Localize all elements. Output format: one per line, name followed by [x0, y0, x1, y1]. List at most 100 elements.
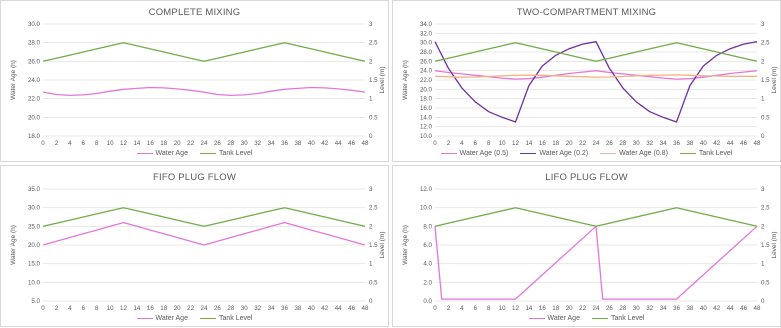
- x-tick-label: 20: [566, 305, 573, 312]
- legend-item: Tank Level: [199, 315, 252, 322]
- x-tick-label: 46: [740, 305, 747, 312]
- y-tick-label: 14.0: [420, 114, 433, 121]
- chart-legend: Water Age (0.5) Water Age (0.2) Water Age …: [393, 150, 780, 157]
- y-tick-label: 12.0: [420, 124, 433, 131]
- y-tick-label: 18.0: [420, 96, 433, 103]
- chart-panel-two-compartment-mixing: TWO-COMPARTMENT MIXING 10.0 12.0 14.0 16.0 18…: [392, 0, 781, 162]
- x-tick-label: 30: [633, 305, 640, 312]
- x-tick-label: 34: [660, 305, 667, 312]
- y2-tick-label: 1: [369, 261, 373, 268]
- x-tick-label: 12: [512, 305, 519, 312]
- x-tick-label: 44: [335, 305, 342, 312]
- x-tick-label: 26: [214, 305, 221, 312]
- legend-label: Water Age (0.2): [539, 150, 589, 157]
- y-tick-label: 10.0: [420, 205, 433, 212]
- y-tick-label: 0.0: [423, 298, 432, 305]
- x-tick-label: 40: [308, 140, 315, 147]
- y-axis-label: Water Age (h): [402, 60, 409, 100]
- legend-label: Water Age (0.5): [459, 150, 509, 157]
- y-tick-label: 22.0: [420, 77, 433, 84]
- x-tick-label: 0: [433, 305, 437, 312]
- y2-tick-label: 1: [761, 96, 765, 103]
- y-tick-label: 20.0: [28, 114, 41, 121]
- x-tick-label: 8: [95, 140, 99, 147]
- legend-item: Tank Level: [591, 315, 644, 322]
- x-tick-label: 6: [82, 305, 86, 312]
- x-tick-label: 16: [147, 305, 154, 312]
- x-tick-label: 34: [268, 140, 275, 147]
- x-tick-label: 4: [68, 140, 72, 147]
- y2-tick-label: 3: [761, 186, 765, 193]
- x-tick-label: 10: [499, 305, 506, 312]
- y2-tick-label: 3: [369, 21, 373, 28]
- x-tick-label: 40: [308, 305, 315, 312]
- y-tick-label: 8.0: [423, 223, 432, 230]
- y-tick-label: 34.0: [420, 21, 433, 28]
- y-tick-label: 28.0: [420, 49, 433, 56]
- series-line-water-age: [42, 221, 366, 246]
- x-tick-label: 48: [754, 305, 761, 312]
- y2-tick-label: 2: [761, 58, 765, 65]
- y-tick-label: 35.0: [28, 186, 41, 193]
- x-tick-label: 36: [673, 140, 680, 147]
- x-tick-label: 24: [201, 140, 208, 147]
- y2-tick-label: 3: [761, 21, 765, 28]
- y2-tick-label: 2: [369, 223, 373, 230]
- chart-title: LIFO PLUG FLOW: [545, 172, 628, 183]
- x-tick-label: 6: [82, 140, 86, 147]
- x-tick-label: 38: [294, 140, 301, 147]
- legend-label: Water Age: [547, 315, 580, 322]
- legend-swatch: [199, 152, 216, 154]
- y2-tick-label: 0: [761, 133, 765, 140]
- x-tick-label: 24: [201, 305, 208, 312]
- x-tick-label: 28: [227, 305, 234, 312]
- legend-label: Water Age (0.8): [619, 150, 668, 157]
- chart-title: COMPLETE MIXING: [148, 7, 241, 18]
- y-tick-label: 15.0: [28, 261, 41, 268]
- x-tick-label: 42: [321, 305, 328, 312]
- x-tick-label: 30: [241, 140, 248, 147]
- x-tick-label: 20: [174, 305, 181, 312]
- x-tick-label: 32: [254, 140, 261, 147]
- x-tick-label: 12: [120, 305, 127, 312]
- y-tick-label: 4.0: [423, 261, 432, 268]
- chart-title: TWO-COMPARTMENT MIXING: [516, 7, 657, 18]
- chart-legend: Water Age Tank Level: [393, 315, 780, 322]
- y-tick-label: 6.0: [423, 242, 432, 249]
- x-tick-label: 48: [362, 140, 369, 147]
- x-tick-label: 4: [68, 305, 72, 312]
- x-tick-label: 18: [552, 140, 559, 147]
- y-tick-label: 10.0: [28, 279, 41, 286]
- x-tick-label: 14: [525, 305, 532, 312]
- x-tick-label: 18: [160, 305, 167, 312]
- x-tick-label: 18: [160, 140, 167, 147]
- legend-label: Tank Level: [698, 150, 733, 157]
- y2-tick-label: 2: [761, 223, 765, 230]
- legend-swatch: [520, 152, 537, 154]
- y2-tick-label: 2.5: [761, 40, 770, 47]
- y2-tick-label: 0.5: [369, 114, 378, 121]
- y2-tick-label: 1.5: [761, 77, 770, 84]
- y-tick-label: 24.0: [420, 68, 433, 75]
- y-tick-label: 25.0: [28, 223, 41, 230]
- legend-item: Water Age (0.2): [520, 150, 588, 157]
- x-tick-label: 26: [606, 140, 613, 147]
- series-line-water-age: [42, 86, 366, 97]
- y-axis-label: Water Age (h): [402, 225, 409, 265]
- legend-item: Water Age: [528, 315, 580, 322]
- y-tick-label: 30.0: [420, 40, 433, 47]
- x-tick-label: 32: [646, 140, 653, 147]
- chart-title: FIFO PLUG FLOW: [152, 172, 237, 183]
- x-tick-label: 28: [619, 305, 626, 312]
- y-tick-label: 28.0: [28, 40, 41, 47]
- x-tick-label: 48: [362, 305, 369, 312]
- series-line-water-age-0-8: [434, 74, 757, 78]
- chart-legend: Water Age Tank Level: [1, 150, 388, 157]
- x-tick-label: 36: [281, 305, 288, 312]
- x-tick-label: 14: [133, 140, 140, 147]
- y-tick-label: 18.0: [28, 133, 41, 140]
- legend-item: Water Age: [136, 150, 188, 157]
- chart-panel-fifo-plug-flow: FIFO PLUG FLOW 5.0 10.0 15.0 20.0 25.0 30.0 35.…: [0, 165, 389, 327]
- y-axis-label: Water Age (h): [10, 60, 17, 100]
